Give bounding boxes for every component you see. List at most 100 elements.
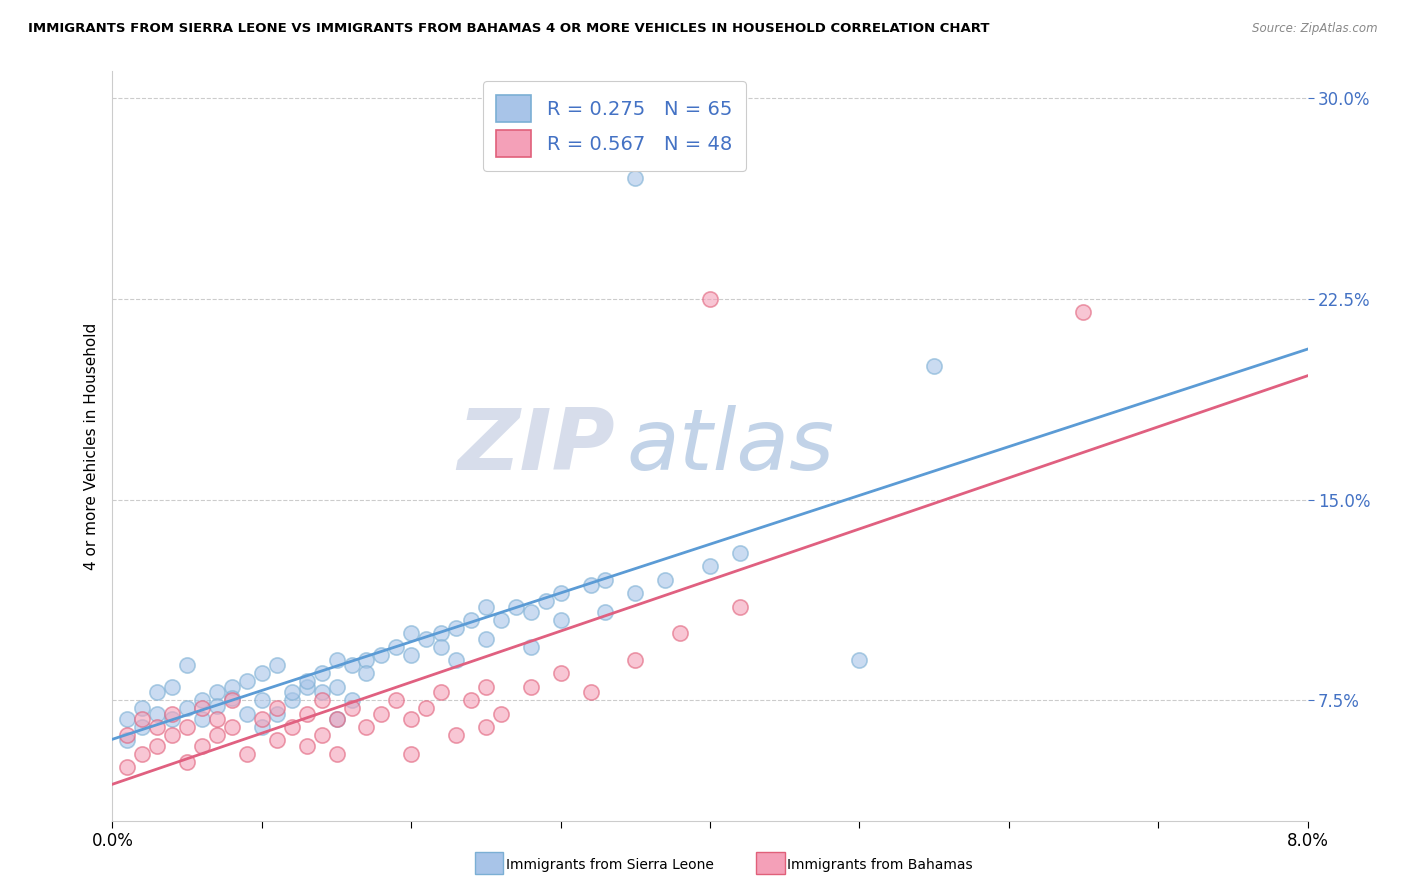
Point [266,706,288,721]
Point [624,171,647,186]
Point [415,632,437,646]
Point [236,674,259,689]
Point [728,546,751,560]
Point [356,653,378,667]
Point [162,712,183,726]
Point [669,626,692,640]
Point [117,728,139,742]
Point [430,640,453,654]
Point [325,747,347,761]
Point [191,739,214,753]
Point [325,712,347,726]
Point [401,712,423,726]
Point [131,712,153,726]
Point [505,599,527,614]
Point [311,693,333,707]
Point [489,706,512,721]
Point [550,613,572,627]
Point [221,680,243,694]
Point [205,685,228,699]
Point [191,693,214,707]
Point [131,720,153,734]
Point [311,728,333,742]
Point [146,685,169,699]
Point [579,685,602,699]
Point [176,658,198,673]
Point [250,712,273,726]
Point [475,632,498,646]
Point [236,706,259,721]
Legend: R = 0.275   N = 65, R = 0.567   N = 48: R = 0.275 N = 65, R = 0.567 N = 48 [482,81,747,171]
Point [460,613,482,627]
Point [146,739,169,753]
Point [162,680,183,694]
Point [162,728,183,742]
Point [624,586,647,600]
Point [848,653,870,667]
Point [295,706,318,721]
Point [550,586,572,600]
Point [340,693,363,707]
Point [415,701,437,715]
Point [311,666,333,681]
Point [205,728,228,742]
Text: Immigrants from Sierra Leone: Immigrants from Sierra Leone [506,858,714,872]
Point [654,573,676,587]
Point [489,613,512,627]
Y-axis label: 4 or more Vehicles in Household: 4 or more Vehicles in Household [83,322,98,570]
Point [475,599,498,614]
Point [191,701,214,715]
Point [534,594,557,608]
Point [370,648,392,662]
Text: Source: ZipAtlas.com: Source: ZipAtlas.com [1253,22,1378,36]
Point [550,666,572,681]
Point [295,739,318,753]
Point [385,640,408,654]
Point [401,747,423,761]
Point [699,292,721,306]
Point [385,693,408,707]
Point [340,658,363,673]
Point [117,760,139,774]
Text: Immigrants from Bahamas: Immigrants from Bahamas [787,858,973,872]
Point [728,599,751,614]
Point [117,733,139,747]
Point [460,693,482,707]
Point [595,605,617,619]
Point [281,693,304,707]
Point [191,712,214,726]
Point [401,626,423,640]
Point [176,755,198,769]
Point [205,712,228,726]
Point [444,653,467,667]
Point [221,690,243,705]
Point [266,733,288,747]
Point [325,712,347,726]
Point [221,693,243,707]
Point [922,359,945,373]
Point [295,680,318,694]
Point [131,701,153,715]
Point [430,685,453,699]
Point [699,559,721,574]
Point [281,720,304,734]
Point [236,747,259,761]
Text: atlas: atlas [627,404,834,488]
Point [430,626,453,640]
Point [595,573,617,587]
Point [295,674,318,689]
Point [340,701,363,715]
Point [205,698,228,713]
Point [131,747,153,761]
Point [401,648,423,662]
Point [520,680,543,694]
Point [281,685,304,699]
Point [266,658,288,673]
Point [176,701,198,715]
Point [176,720,198,734]
Text: ZIP: ZIP [457,404,614,488]
Point [250,720,273,734]
Point [250,693,273,707]
Point [325,653,347,667]
Point [325,680,347,694]
